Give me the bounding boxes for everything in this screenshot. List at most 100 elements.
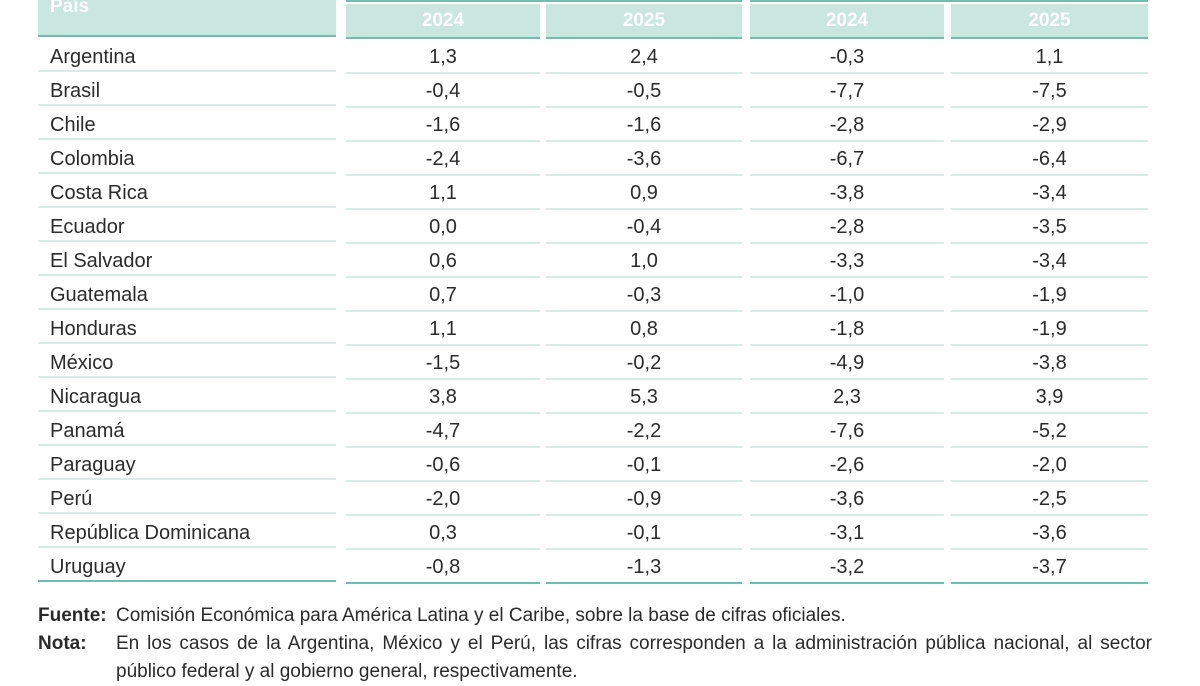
- country-cell: Honduras: [38, 312, 336, 344]
- value-cell: -4,7: [346, 414, 540, 448]
- value-cell: -2,8: [750, 210, 944, 244]
- value-cell: -3,1: [750, 516, 944, 550]
- country-cell: Uruguay: [38, 550, 336, 582]
- country-column-header: País: [38, 0, 336, 37]
- value-cell: 5,3: [546, 380, 742, 414]
- table-row: México -1,5 -0,2 -4,9 -3,8: [38, 346, 1148, 380]
- value-cell: -0,1: [546, 448, 742, 482]
- value-cell: 0,9: [546, 176, 742, 210]
- table-notes: Fuente: Comisión Económica para América …: [38, 602, 1152, 686]
- country-cell: Paraguay: [38, 448, 336, 480]
- table-row: El Salvador 0,6 1,0 -3,3 -3,4: [38, 244, 1148, 278]
- table-row: Uruguay -0,8 -1,3 -3,2 -3,7: [38, 550, 1148, 584]
- value-cell: -3,5: [951, 210, 1148, 244]
- value-cell: 0,7: [346, 278, 540, 312]
- value-cell: -3,8: [951, 346, 1148, 380]
- value-cell: 0,0: [346, 210, 540, 244]
- value-cell: -6,4: [951, 142, 1148, 176]
- value-cell: -0,8: [346, 550, 540, 584]
- table-row: Guatemala 0,7 -0,3 -1,0 -1,9: [38, 278, 1148, 312]
- value-cell: -2,2: [546, 414, 742, 448]
- value-cell: 1,1: [951, 40, 1148, 74]
- value-cell: -3,4: [951, 244, 1148, 278]
- country-cell: Argentina: [38, 40, 336, 72]
- explanatory-note: Nota: En los casos de la Argentina, Méxi…: [38, 630, 1152, 686]
- table-row: República Dominicana 0,3 -0,1 -3,1 -3,6: [38, 516, 1148, 550]
- value-cell: -1,9: [951, 312, 1148, 346]
- value-cell: -1,8: [750, 312, 944, 346]
- value-cell: 3,9: [951, 380, 1148, 414]
- year-header-1: 2024: [346, 4, 540, 39]
- value-cell: -2,4: [346, 142, 540, 176]
- fiscal-balance-table: País 2024 2025 2024 2025 Argentina 1,3 2,4…: [38, 0, 1148, 584]
- value-cell: -2,0: [346, 482, 540, 516]
- country-cell: República Dominicana: [38, 516, 336, 548]
- table-row: Chile -1,6 -1,6 -2,8 -2,9: [38, 108, 1148, 142]
- value-cell: -2,8: [750, 108, 944, 142]
- value-cell: 0,8: [546, 312, 742, 346]
- group-rule-left: [346, 0, 742, 2]
- source-text: Comisión Económica para América Latina y…: [116, 605, 846, 626]
- value-cell: -5,2: [951, 414, 1148, 448]
- table-body: Argentina 1,3 2,4 -0,3 1,1 Brasil -0,4 -0,5 -7,7…: [38, 40, 1148, 584]
- value-cell: -2,0: [951, 448, 1148, 482]
- value-cell: -1,6: [346, 108, 540, 142]
- value-cell: 1,0: [546, 244, 742, 278]
- value-cell: -0,5: [546, 74, 742, 108]
- table-row: Paraguay -0,6 -0,1 -2,6 -2,0: [38, 448, 1148, 482]
- source-note: Fuente: Comisión Económica para América …: [38, 602, 1152, 630]
- value-cell: -7,5: [951, 74, 1148, 108]
- value-cell: -3,6: [546, 142, 742, 176]
- country-cell: Brasil: [38, 74, 336, 106]
- value-cell: 0,6: [346, 244, 540, 278]
- value-cell: -7,7: [750, 74, 944, 108]
- value-cell: -1,6: [546, 108, 742, 142]
- value-cell: 3,8: [346, 380, 540, 414]
- country-cell: Chile: [38, 108, 336, 140]
- value-cell: -3,3: [750, 244, 944, 278]
- note-text: En los casos de la Argentina, México y e…: [116, 633, 1152, 682]
- table-row: Colombia -2,4 -3,6 -6,7 -6,4: [38, 142, 1148, 176]
- value-cell: -0,1: [546, 516, 742, 550]
- value-cell: -3,6: [750, 482, 944, 516]
- value-cell: 2,4: [546, 40, 742, 74]
- value-cell: 2,3: [750, 380, 944, 414]
- table-row: Argentina 1,3 2,4 -0,3 1,1: [38, 40, 1148, 74]
- value-cell: -6,7: [750, 142, 944, 176]
- value-cell: -3,2: [750, 550, 944, 584]
- value-cell: -0,3: [546, 278, 742, 312]
- value-cell: -3,7: [951, 550, 1148, 584]
- year-header-4: 2025: [951, 4, 1148, 39]
- country-cell: Panamá: [38, 414, 336, 446]
- value-cell: -2,6: [750, 448, 944, 482]
- table-row: Panamá -4,7 -2,2 -7,6 -5,2: [38, 414, 1148, 448]
- country-cell: Guatemala: [38, 278, 336, 310]
- country-cell: Perú: [38, 482, 336, 514]
- table-header: País 2024 2025 2024 2025: [38, 0, 1148, 40]
- value-cell: -1,9: [951, 278, 1148, 312]
- country-cell: Costa Rica: [38, 176, 336, 208]
- table-row: Honduras 1,1 0,8 -1,8 -1,9: [38, 312, 1148, 346]
- value-cell: -1,5: [346, 346, 540, 380]
- country-cell: Ecuador: [38, 210, 336, 242]
- value-cell: -0,6: [346, 448, 540, 482]
- country-cell: Colombia: [38, 142, 336, 174]
- value-cell: -0,9: [546, 482, 742, 516]
- country-cell: México: [38, 346, 336, 378]
- value-cell: -0,4: [546, 210, 742, 244]
- value-cell: -0,2: [546, 346, 742, 380]
- value-cell: -1,3: [546, 550, 742, 584]
- table-row: Perú -2,0 -0,9 -3,6 -2,5: [38, 482, 1148, 516]
- value-cell: -3,8: [750, 176, 944, 210]
- value-cell: -2,9: [951, 108, 1148, 142]
- group-rule-right: [750, 0, 1148, 2]
- source-label: Fuente:: [38, 605, 107, 626]
- table-row: Nicaragua 3,8 5,3 2,3 3,9: [38, 380, 1148, 414]
- value-cell: -1,0: [750, 278, 944, 312]
- value-cell: -0,3: [750, 40, 944, 74]
- value-cell: -3,4: [951, 176, 1148, 210]
- value-cell: -3,6: [951, 516, 1148, 550]
- year-header-2: 2025: [546, 4, 742, 39]
- table-row: Ecuador 0,0 -0,4 -2,8 -3,5: [38, 210, 1148, 244]
- value-cell: 0,3: [346, 516, 540, 550]
